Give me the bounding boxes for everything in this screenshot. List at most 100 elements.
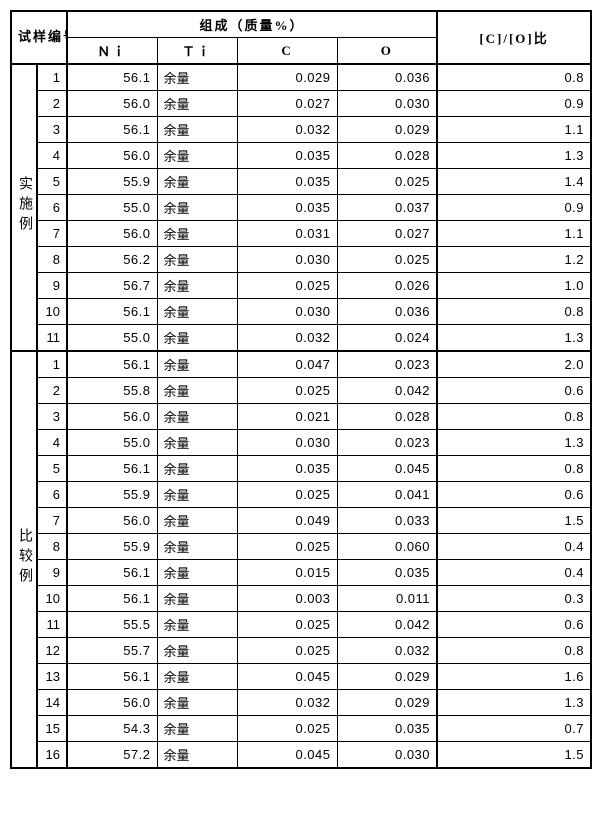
cell-ti: 余量 xyxy=(157,742,237,769)
cell-ratio: 0.8 xyxy=(437,456,591,482)
col-ratio: [C]/[O]比 xyxy=(437,11,591,64)
cell-c: 0.035 xyxy=(237,195,337,221)
cell-ni: 56.1 xyxy=(67,64,157,91)
cell-ti: 余量 xyxy=(157,716,237,742)
cell-ni: 56.0 xyxy=(67,91,157,117)
table-row: 1554.3余量0.0250.0350.7 xyxy=(11,716,591,742)
cell-ni: 55.0 xyxy=(67,325,157,352)
cell-ti: 余量 xyxy=(157,612,237,638)
col-c: C xyxy=(237,38,337,65)
cell-index: 9 xyxy=(37,560,67,586)
cell-ratio: 1.2 xyxy=(437,247,591,273)
cell-ratio: 1.1 xyxy=(437,117,591,143)
table-row: 956.7余量0.0250.0261.0 xyxy=(11,273,591,299)
cell-ratio: 1.3 xyxy=(437,143,591,169)
cell-ni: 55.9 xyxy=(67,534,157,560)
cell-o: 0.036 xyxy=(337,299,437,325)
cell-o: 0.033 xyxy=(337,508,437,534)
cell-o: 0.025 xyxy=(337,169,437,195)
cell-index: 5 xyxy=(37,456,67,482)
cell-index: 2 xyxy=(37,91,67,117)
table-row: 1356.1余量0.0450.0291.6 xyxy=(11,664,591,690)
table-row: 1155.0余量0.0320.0241.3 xyxy=(11,325,591,352)
table-row: 1155.5余量0.0250.0420.6 xyxy=(11,612,591,638)
cell-o: 0.023 xyxy=(337,430,437,456)
cell-ni: 56.1 xyxy=(67,586,157,612)
table-row: 556.1余量0.0350.0450.8 xyxy=(11,456,591,482)
cell-c: 0.047 xyxy=(237,351,337,378)
cell-ti: 余量 xyxy=(157,221,237,247)
cell-ni: 56.1 xyxy=(67,299,157,325)
cell-index: 11 xyxy=(37,612,67,638)
cell-c: 0.025 xyxy=(237,534,337,560)
cell-ti: 余量 xyxy=(157,117,237,143)
cell-index: 11 xyxy=(37,325,67,352)
cell-c: 0.025 xyxy=(237,638,337,664)
table-row: 比较例156.1余量0.0470.0232.0 xyxy=(11,351,591,378)
cell-o: 0.029 xyxy=(337,690,437,716)
cell-index: 12 xyxy=(37,638,67,664)
cell-ni: 56.2 xyxy=(67,247,157,273)
cell-ni: 55.8 xyxy=(67,378,157,404)
cell-ratio: 0.6 xyxy=(437,612,591,638)
cell-ratio: 0.8 xyxy=(437,299,591,325)
cell-ti: 余量 xyxy=(157,508,237,534)
cell-ti: 余量 xyxy=(157,534,237,560)
table-row: 1657.2余量0.0450.0301.5 xyxy=(11,742,591,769)
cell-ti: 余量 xyxy=(157,299,237,325)
cell-o: 0.027 xyxy=(337,221,437,247)
table-row: 1456.0余量0.0320.0291.3 xyxy=(11,690,591,716)
cell-ni: 56.1 xyxy=(67,351,157,378)
table-row: 655.9余量0.0250.0410.6 xyxy=(11,482,591,508)
cell-c: 0.021 xyxy=(237,404,337,430)
cell-index: 13 xyxy=(37,664,67,690)
cell-c: 0.035 xyxy=(237,169,337,195)
cell-ti: 余量 xyxy=(157,690,237,716)
cell-index: 15 xyxy=(37,716,67,742)
table-row: 实施例156.1余量0.0290.0360.8 xyxy=(11,64,591,91)
table-row: 555.9余量0.0350.0251.4 xyxy=(11,169,591,195)
cell-c: 0.035 xyxy=(237,456,337,482)
cell-o: 0.045 xyxy=(337,456,437,482)
cell-index: 10 xyxy=(37,586,67,612)
table-row: 855.9余量0.0250.0600.4 xyxy=(11,534,591,560)
cell-index: 5 xyxy=(37,169,67,195)
group-label: 比较例 xyxy=(11,351,37,768)
cell-ti: 余量 xyxy=(157,325,237,352)
cell-ratio: 0.3 xyxy=(437,586,591,612)
cell-index: 16 xyxy=(37,742,67,769)
cell-ti: 余量 xyxy=(157,351,237,378)
cell-ti: 余量 xyxy=(157,91,237,117)
cell-ni: 55.0 xyxy=(67,430,157,456)
table-row: 756.0余量0.0310.0271.1 xyxy=(11,221,591,247)
cell-o: 0.028 xyxy=(337,404,437,430)
cell-o: 0.060 xyxy=(337,534,437,560)
cell-ratio: 0.8 xyxy=(437,64,591,91)
cell-ni: 55.0 xyxy=(67,195,157,221)
cell-index: 3 xyxy=(37,117,67,143)
cell-c: 0.030 xyxy=(237,247,337,273)
cell-ti: 余量 xyxy=(157,664,237,690)
cell-index: 3 xyxy=(37,404,67,430)
cell-c: 0.035 xyxy=(237,143,337,169)
cell-index: 1 xyxy=(37,64,67,91)
cell-ratio: 1.5 xyxy=(437,508,591,534)
cell-ti: 余量 xyxy=(157,64,237,91)
cell-c: 0.027 xyxy=(237,91,337,117)
cell-c: 0.025 xyxy=(237,378,337,404)
cell-c: 0.031 xyxy=(237,221,337,247)
cell-o: 0.035 xyxy=(337,560,437,586)
cell-c: 0.003 xyxy=(237,586,337,612)
cell-c: 0.025 xyxy=(237,482,337,508)
table-row: 756.0余量0.0490.0331.5 xyxy=(11,508,591,534)
cell-o: 0.035 xyxy=(337,716,437,742)
table-row: 356.1余量0.0320.0291.1 xyxy=(11,117,591,143)
cell-c: 0.025 xyxy=(237,612,337,638)
cell-o: 0.032 xyxy=(337,638,437,664)
cell-o: 0.030 xyxy=(337,742,437,769)
cell-o: 0.023 xyxy=(337,351,437,378)
cell-ratio: 1.3 xyxy=(437,430,591,456)
cell-c: 0.015 xyxy=(237,560,337,586)
table-row: 1056.1余量0.0030.0110.3 xyxy=(11,586,591,612)
cell-ti: 余量 xyxy=(157,404,237,430)
